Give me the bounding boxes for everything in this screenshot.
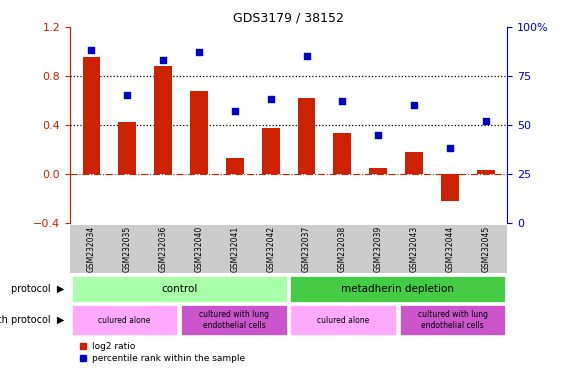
Text: metadherin depletion: metadherin depletion — [342, 283, 454, 294]
Bar — [369, 168, 387, 174]
Text: GSM232044: GSM232044 — [445, 226, 454, 272]
Text: GSM232041: GSM232041 — [230, 226, 240, 272]
Bar — [72, 305, 177, 335]
Bar — [262, 129, 280, 174]
Text: culured alone: culured alone — [317, 316, 370, 324]
Title: GDS3179 / 38152: GDS3179 / 38152 — [233, 11, 344, 24]
Text: GSM232037: GSM232037 — [302, 226, 311, 272]
Point — [266, 96, 275, 103]
Point — [409, 102, 419, 108]
Bar — [154, 66, 172, 174]
Bar — [72, 276, 287, 301]
Text: GSM232035: GSM232035 — [123, 226, 132, 272]
Bar — [226, 158, 244, 174]
Text: GSM232039: GSM232039 — [374, 226, 382, 272]
Bar — [181, 305, 287, 335]
Bar — [83, 58, 100, 174]
Text: GSM232042: GSM232042 — [266, 226, 275, 272]
Text: GSM232036: GSM232036 — [159, 226, 168, 272]
Point — [87, 47, 96, 53]
Text: protocol  ▶: protocol ▶ — [10, 283, 64, 294]
Bar — [118, 122, 136, 174]
Point — [481, 118, 490, 124]
Bar — [333, 133, 352, 174]
Text: GSM232045: GSM232045 — [481, 226, 490, 272]
Point — [159, 57, 168, 63]
Text: control: control — [161, 283, 198, 294]
Bar — [297, 98, 315, 174]
Point — [302, 53, 311, 59]
Point — [338, 98, 347, 104]
Legend: log2 ratio, percentile rank within the sample: log2 ratio, percentile rank within the s… — [75, 339, 248, 366]
Text: culured alone: culured alone — [99, 316, 151, 324]
Text: GSM232034: GSM232034 — [87, 226, 96, 272]
Text: GSM232040: GSM232040 — [195, 226, 203, 272]
Bar — [400, 305, 505, 335]
Text: cultured with lung
endothelial cells: cultured with lung endothelial cells — [417, 310, 487, 330]
Point — [445, 145, 455, 151]
Bar — [477, 170, 494, 174]
Text: cultured with lung
endothelial cells: cultured with lung endothelial cells — [199, 310, 269, 330]
Bar — [290, 305, 396, 335]
Text: GSM232038: GSM232038 — [338, 226, 347, 272]
Point — [122, 92, 132, 98]
Point — [230, 108, 240, 114]
Bar — [405, 152, 423, 174]
Point — [194, 49, 203, 55]
Bar — [190, 91, 208, 174]
Bar — [290, 276, 505, 301]
Point — [374, 131, 383, 138]
Bar — [441, 174, 459, 201]
Text: growth protocol  ▶: growth protocol ▶ — [0, 315, 64, 325]
Text: GSM232043: GSM232043 — [409, 226, 419, 272]
